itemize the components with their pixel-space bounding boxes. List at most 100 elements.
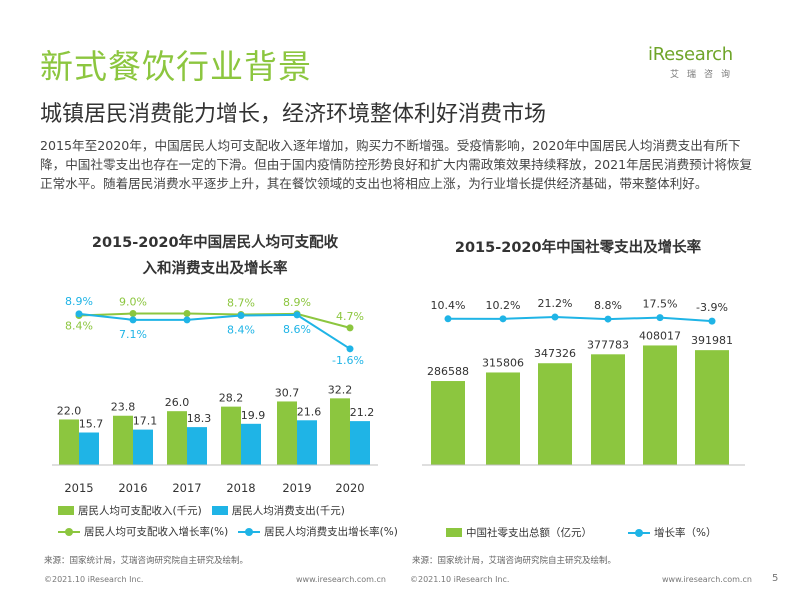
retail-bar-label: 391981 — [691, 334, 733, 347]
x-tick-label: 2020 — [335, 481, 364, 495]
retail-bar-label: 377783 — [587, 338, 629, 351]
spending-growth-label: -1.6% — [332, 354, 364, 367]
logo-chinese-name: 艾瑞咨询 — [670, 70, 739, 80]
x-tick-label: 2016 — [118, 481, 147, 495]
spending-growth-label: 7.1% — [119, 328, 147, 341]
retail-bar — [643, 345, 677, 465]
income-growth-label: 4.7% — [336, 310, 364, 323]
right-source-note: 来源：国家统计局，艾瑞咨询研究院自主研究及绘制。 — [412, 556, 617, 566]
legend-retail-total: 中国社零支出总额（亿元） — [446, 525, 592, 540]
retail-bar-label: 408017 — [639, 329, 681, 342]
left-chart: 22.015.7 2015 23.817.1 2016 26.0 18.3 2017 28.2… — [52, 295, 378, 495]
legend-swatch-income — [58, 506, 74, 515]
x-tick-label: 2015 — [64, 481, 93, 495]
spending-bar — [133, 429, 153, 465]
retail-bar — [591, 354, 625, 465]
income-bar-label: 23.8 — [111, 401, 136, 414]
income-growth-line — [78, 312, 351, 329]
legend-swatch-retail-growth — [628, 528, 650, 538]
income-growth-label: 9.0% — [119, 296, 147, 309]
retail-growth-label: -3.9% — [696, 301, 728, 314]
retail-growth-label: 10.2% — [486, 299, 521, 312]
income-bar-label: 30.7 — [275, 386, 300, 399]
income-growth-label: 8.7% — [227, 297, 255, 310]
retail-bar-label: 286588 — [427, 365, 469, 378]
spending-bar — [187, 427, 207, 465]
income-growth-point — [183, 310, 191, 318]
left-chart-title: 2015-2020年中国居民人均可支配收 入和消费支出及增长率 — [60, 230, 370, 282]
footer-copyright-left: ©2021.10 iResearch Inc. — [44, 575, 144, 584]
spending-bar — [350, 421, 370, 465]
left-chart-legend: 居民人均可支配收入(千元) 居民人均消费支出(千元) 居民人均可支配收入增长率(… — [58, 503, 398, 545]
retail-bar — [695, 350, 729, 465]
spending-growth-point — [183, 316, 191, 324]
legend-label-income-growth: 居民人均可支配收入增长率(%) — [84, 526, 229, 538]
page-number: 5 — [772, 573, 779, 584]
spending-bar-label: 15.7 — [79, 418, 104, 431]
left-source-note: 来源：国家统计局，艾瑞咨询研究院自主研究及绘制。 — [44, 556, 249, 566]
income-growth-label: 8.9% — [283, 296, 311, 309]
retail-growth-label: 17.5% — [643, 298, 678, 311]
spending-growth-label: 8.4% — [227, 324, 255, 337]
spending-growth-point — [293, 311, 301, 319]
retail-bar — [431, 381, 465, 465]
x-tick-label: 2019 — [282, 481, 311, 495]
income-growth-point — [346, 324, 354, 332]
legend-swatch-income-growth — [58, 527, 80, 537]
left-chart-title-line1: 2015-2020年中国居民人均可支配收 — [91, 235, 339, 251]
spending-growth-point — [346, 345, 354, 353]
spending-bar-label: 18.3 — [187, 412, 212, 425]
income-bar-label: 28.2 — [219, 392, 244, 405]
retail-bar — [538, 363, 572, 465]
retail-growth-label: 21.2% — [538, 297, 573, 310]
x-tick-label: 2018 — [226, 481, 255, 495]
income-bar — [167, 411, 187, 465]
legend-label-spending-growth: 居民人均消费支出增长率(%) — [264, 526, 398, 538]
legend-spending: 居民人均消费支出(千元) — [211, 503, 345, 518]
spending-bar-label: 19.9 — [241, 409, 266, 422]
income-bar — [59, 419, 79, 465]
footer-copyright-right: ©2021.10 iResearch Inc. — [410, 575, 510, 584]
legend-swatch-spending-growth — [238, 527, 261, 537]
income-bar-label: 32.2 — [328, 383, 353, 396]
right-chart-title: 2015-2020年中国社零支出及增长率 — [454, 240, 702, 256]
spending-growth-point — [237, 312, 245, 320]
spending-growth-label: 8.6% — [283, 323, 311, 336]
footer-url-right: www.iresearch.com.cn — [662, 575, 752, 584]
page-title: 新式餐饮行业背景 — [40, 47, 312, 86]
income-bar-label: 22.0 — [57, 404, 82, 417]
income-bar — [113, 415, 133, 465]
right-chart: 2865882015315806201634732620173777832018… — [422, 297, 745, 466]
spending-bar — [297, 420, 317, 465]
spending-growth-label: 8.9% — [65, 295, 93, 308]
legend-label-retail-growth: 增长率（%） — [654, 527, 717, 539]
retail-growth-point — [708, 317, 716, 325]
legend-income: 居民人均可支配收入(千元) — [58, 503, 202, 518]
spending-bar — [241, 423, 261, 465]
income-bar — [221, 406, 241, 465]
spending-growth-point — [129, 316, 137, 324]
income-growth-label: 8.4% — [65, 320, 93, 333]
retail-growth-point — [444, 315, 452, 323]
left-chart-title-line2: 入和消费支出及增长率 — [142, 261, 288, 277]
retail-growth-point — [604, 315, 612, 323]
spending-bar — [79, 432, 99, 465]
retail-growth-line — [447, 316, 713, 323]
spending-bar-label: 21.6 — [297, 405, 322, 418]
spending-bar-label: 17.1 — [133, 415, 158, 428]
retail-bar-label: 315806 — [482, 356, 524, 369]
retail-growth-point — [499, 315, 507, 323]
footer-url-left: www.iresearch.com.cn — [296, 575, 386, 584]
retail-growth-point — [551, 313, 559, 321]
spending-growth-line — [78, 312, 351, 350]
legend-label-retail-total: 中国社零支出总额（亿元） — [466, 527, 592, 539]
spending-growth-point — [75, 310, 83, 318]
retail-growth-label: 10.4% — [431, 299, 466, 312]
income-bar — [330, 398, 350, 465]
logo-wordmark: iResearch — [648, 44, 733, 65]
retail-bar-label: 347326 — [534, 347, 576, 360]
legend-swatch-retail-total — [446, 528, 462, 537]
intro-paragraph: 2015年至2020年，中国居民人均可支配收入逐年增加，购买力不断增强。受疫情影… — [40, 138, 753, 192]
right-chart-legend: 中国社零支出总额（亿元） 增长率（%） — [446, 525, 716, 546]
retail-growth-label: 8.8% — [594, 299, 622, 312]
